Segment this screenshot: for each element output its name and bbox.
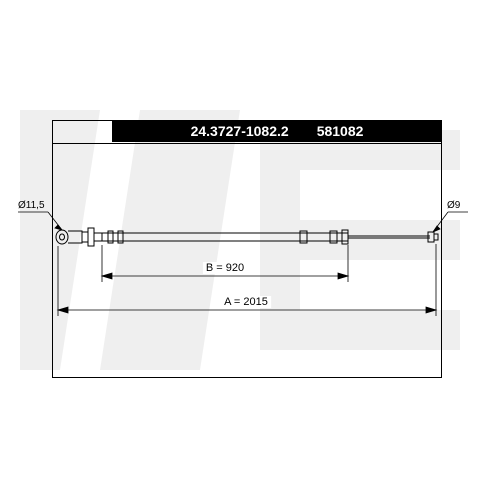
right-diameter-leader (433, 212, 468, 232)
left-diameter-leader (18, 212, 62, 230)
dimension-b-label: B = 920 (203, 262, 247, 274)
left-diameter-label: Ø11,5 (18, 200, 45, 211)
left-fitting (56, 228, 102, 246)
cable-wire (348, 236, 430, 238)
dimension-a-label: A = 2015 (221, 296, 271, 308)
right-fitting (428, 232, 438, 242)
right-diameter-label: Ø9 (447, 200, 460, 211)
technical-drawing (0, 0, 500, 500)
diagram-canvas: 24.3727-1082.2 581082 (0, 0, 500, 500)
cable-sleeve (102, 230, 348, 244)
